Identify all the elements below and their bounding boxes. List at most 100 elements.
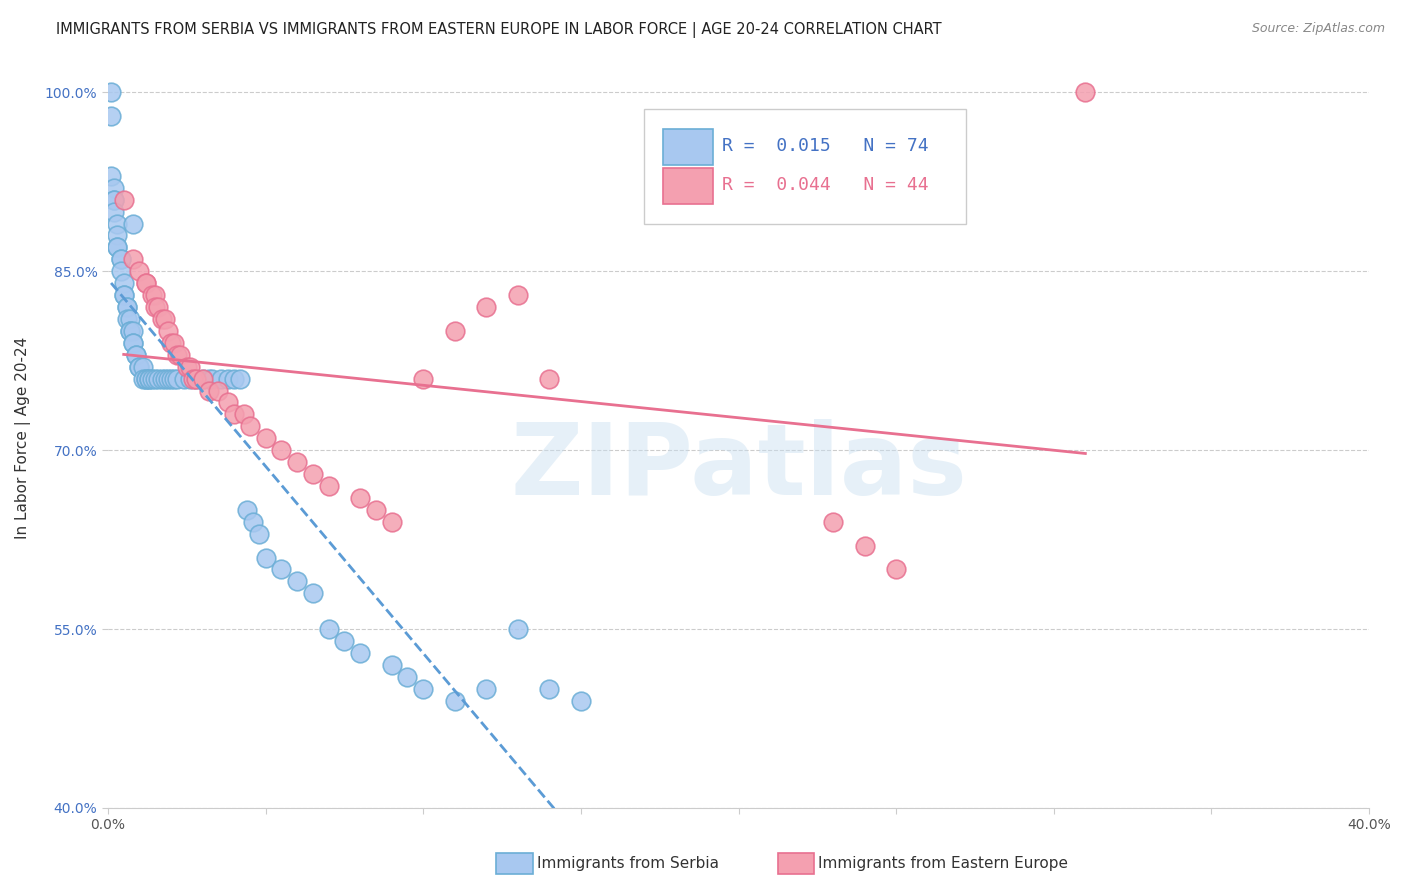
Point (143, 300, 166, 314)
Point (222, 371, 245, 385)
Text: R =  0.015   N = 74: R = 0.015 N = 74 (723, 137, 929, 155)
Point (135, 276, 157, 290)
Point (173, 371, 195, 385)
Point (201, 371, 224, 385)
Point (150, 312, 173, 326)
Y-axis label: In Labor Force | Age 20-24: In Labor Force | Age 20-24 (15, 337, 31, 540)
Text: IMMIGRANTS FROM SERBIA VS IMMIGRANTS FROM EASTERN EUROPE IN LABOR FORCE | AGE 20: IMMIGRANTS FROM SERBIA VS IMMIGRANTS FRO… (56, 22, 942, 38)
Point (191, 371, 214, 385)
Point (105, 228, 128, 243)
Point (105, 240, 128, 254)
FancyBboxPatch shape (662, 129, 713, 165)
Point (254, 431, 277, 445)
Point (217, 371, 239, 385)
Point (166, 371, 188, 385)
Point (100, 169, 122, 183)
Point (160, 371, 183, 385)
Point (239, 419, 262, 434)
Point (506, 288, 529, 302)
Point (153, 371, 176, 385)
Text: R =  0.044   N = 44: R = 0.044 N = 44 (723, 177, 929, 194)
Point (229, 371, 252, 385)
Text: ZIPatlas: ZIPatlas (510, 419, 967, 516)
Point (115, 312, 138, 326)
Point (143, 288, 166, 302)
Point (412, 371, 434, 385)
Point (143, 371, 166, 385)
Point (110, 252, 132, 267)
Point (105, 240, 128, 254)
Point (112, 193, 135, 207)
Point (235, 503, 257, 517)
Point (207, 384, 229, 398)
Point (475, 681, 498, 696)
Point (242, 515, 264, 529)
Point (285, 455, 308, 469)
Point (103, 193, 125, 207)
Point (538, 681, 561, 696)
Point (179, 371, 201, 385)
Point (103, 181, 125, 195)
Point (141, 371, 163, 385)
Point (381, 657, 404, 672)
Point (349, 646, 371, 660)
Point (443, 324, 465, 338)
Point (122, 335, 145, 350)
Point (270, 443, 292, 458)
Point (115, 300, 138, 314)
Point (125, 348, 148, 362)
Point (135, 371, 157, 385)
Point (112, 288, 135, 302)
Point (138, 371, 160, 385)
Point (105, 217, 128, 231)
Point (285, 574, 308, 589)
Point (232, 408, 254, 422)
Point (270, 562, 292, 576)
Point (156, 371, 179, 385)
Point (823, 515, 845, 529)
Point (222, 408, 245, 422)
Text: Immigrants from Serbia: Immigrants from Serbia (537, 856, 718, 871)
Point (118, 312, 141, 326)
Point (115, 300, 138, 314)
Point (853, 539, 876, 553)
Point (569, 693, 592, 707)
Point (302, 467, 325, 481)
Point (122, 252, 145, 267)
Point (138, 371, 160, 385)
Point (112, 276, 135, 290)
Point (191, 371, 214, 385)
Point (181, 371, 204, 385)
Point (122, 324, 145, 338)
Point (125, 348, 148, 362)
Point (381, 515, 404, 529)
Point (148, 300, 170, 314)
Point (110, 252, 132, 267)
Point (475, 300, 498, 314)
Point (302, 586, 325, 600)
Point (122, 217, 145, 231)
Point (186, 371, 208, 385)
FancyBboxPatch shape (662, 169, 713, 204)
FancyBboxPatch shape (644, 109, 966, 224)
Point (128, 359, 150, 374)
Text: Source: ZipAtlas.com: Source: ZipAtlas.com (1251, 22, 1385, 36)
Point (141, 288, 163, 302)
Point (160, 335, 183, 350)
Point (135, 276, 157, 290)
Point (217, 395, 239, 409)
Point (538, 371, 561, 385)
Point (163, 371, 186, 385)
Point (1074, 86, 1097, 100)
Point (169, 348, 191, 362)
Point (110, 264, 132, 278)
Point (148, 371, 170, 385)
Text: Immigrants from Eastern Europe: Immigrants from Eastern Europe (818, 856, 1069, 871)
Point (186, 371, 208, 385)
Point (103, 204, 125, 219)
Point (163, 335, 186, 350)
Point (443, 693, 465, 707)
Point (112, 288, 135, 302)
Point (349, 491, 371, 505)
Point (118, 324, 141, 338)
